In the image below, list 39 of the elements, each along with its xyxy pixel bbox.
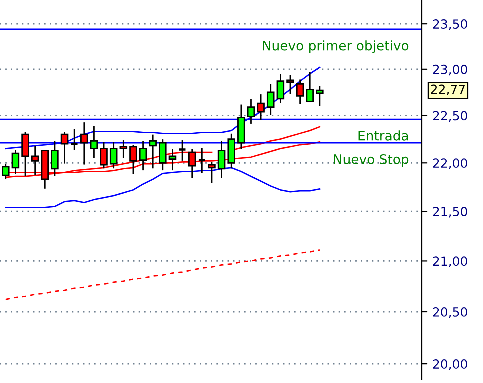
candlestick [168,149,177,171]
candlestick [228,134,236,169]
candlestick [60,132,69,164]
y-tick-label: 22,00 [433,158,468,170]
y-tick-label: 20,00 [433,360,468,370]
candlestick [218,141,226,178]
candlestick [159,140,167,171]
candlestick [266,84,275,116]
candlestick [316,86,324,106]
candlestick [70,129,79,150]
candlestick [286,75,294,94]
candlestick [296,80,304,104]
ref-line-label: Nuevo primer objetivo [263,40,409,54]
candlestick [100,142,108,169]
y-tick-label: 20,50 [433,307,468,318]
candlestick [80,122,88,165]
y-tick-label: 23,00 [433,64,468,76]
text: 22,77 [431,84,466,96]
candlestick [178,140,187,161]
candlestick [12,150,20,174]
candlestick [110,142,118,169]
y-tick-label: 21,50 [433,207,468,218]
candlestick [149,134,157,169]
y-tick-label: 22,50 [433,111,468,122]
candlestick [257,94,265,120]
candlestick [2,164,10,180]
candlestick [90,126,98,158]
candlestick [139,141,148,171]
y-tick-label: 23,50 [433,20,468,30]
candlestick [306,72,314,102]
line-series [5,250,321,300]
candlestick [198,148,206,174]
candlestick [276,74,285,104]
ref-line-label: Entrada [358,130,408,141]
candlestick [247,99,256,124]
ref-line-label: Nuevo Stop [334,154,409,167]
candlestick [51,141,59,176]
candlestick [120,140,128,158]
y-tick-label: 21,00 [433,256,468,268]
